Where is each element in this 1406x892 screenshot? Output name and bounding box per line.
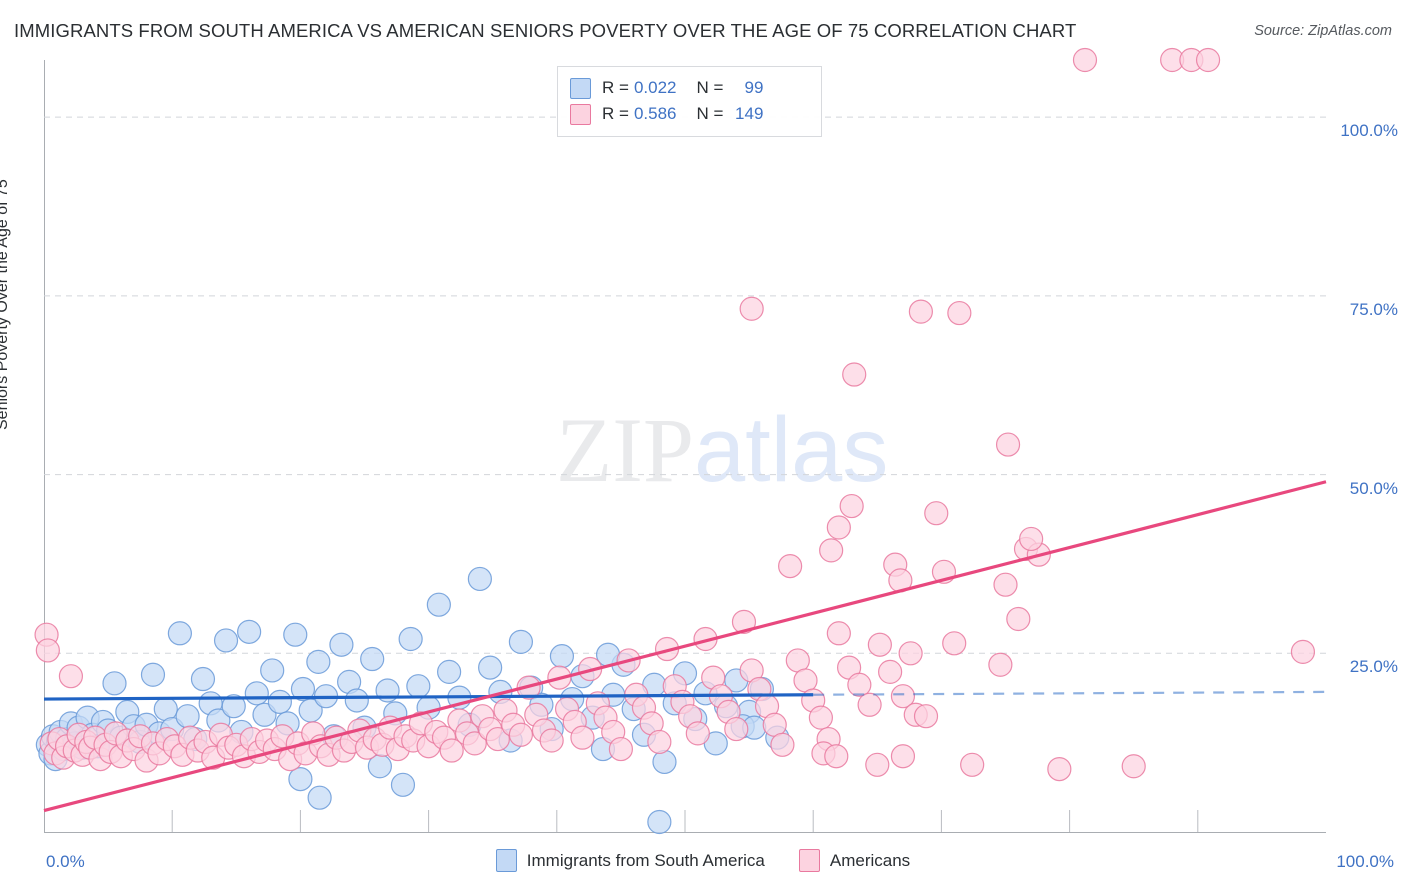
r-label-blue: R =: [602, 78, 629, 97]
chart-header: IMMIGRANTS FROM SOUTH AMERICA VS AMERICA…: [0, 0, 1406, 52]
y-tick-label: 100.0%: [1340, 121, 1398, 141]
legend-item-americans[interactable]: Americans: [798, 849, 911, 872]
legend-label-americans: Americans: [829, 850, 911, 870]
page-title: IMMIGRANTS FROM SOUTH AMERICA VS AMERICA…: [14, 20, 1077, 41]
series-legend: Immigrants from South America Americans: [0, 849, 1406, 872]
trendlines-layer: [43, 480, 1327, 813]
r-label-pink: R =: [602, 104, 629, 123]
legend-swatch-icon-immigrants: [495, 849, 517, 872]
legend-label-immigrants: Immigrants from South America: [526, 850, 765, 870]
series-swatch-icon-blue: [570, 77, 591, 99]
stats-row-pink: R = 0.586 N = 149: [570, 101, 809, 127]
x-axis-label-min: 0.0%: [46, 852, 85, 871]
n-value-blue: 99: [744, 78, 764, 97]
y-axis-line: [44, 60, 45, 832]
x-axis-label-max: 100.0%: [1336, 852, 1394, 871]
x-axis-line: [44, 832, 1326, 833]
y-tick-label: 25.0%: [1349, 657, 1398, 677]
legend-swatch-icon-americans: [798, 849, 820, 872]
source-note: Source: ZipAtlas.com: [1254, 23, 1392, 39]
r-value-blue: 0.022: [633, 78, 677, 97]
r-value-pink: 0.586: [633, 104, 677, 123]
stats-row-blue: R = 0.022 N = 99: [570, 75, 809, 101]
y-axis-title: Seniors Poverty Over the Age of 75: [0, 179, 11, 430]
correlation-stats-box: R = 0.022 N = 99 R = 0.586 N = 149: [557, 66, 822, 137]
scatter-points-layer: [34, 47, 1316, 835]
series-swatch-icon-pink: [570, 103, 591, 125]
n-value-pink: 149: [735, 104, 764, 123]
n-label-blue: N =: [696, 78, 724, 97]
plot-area: ZIPatlas: [34, 47, 1327, 835]
n-label-pink: N =: [696, 104, 724, 123]
y-tick-label: 50.0%: [1349, 478, 1398, 498]
y-tick-label: 75.0%: [1349, 299, 1398, 319]
legend-item-immigrants[interactable]: Immigrants from South America: [495, 849, 765, 872]
